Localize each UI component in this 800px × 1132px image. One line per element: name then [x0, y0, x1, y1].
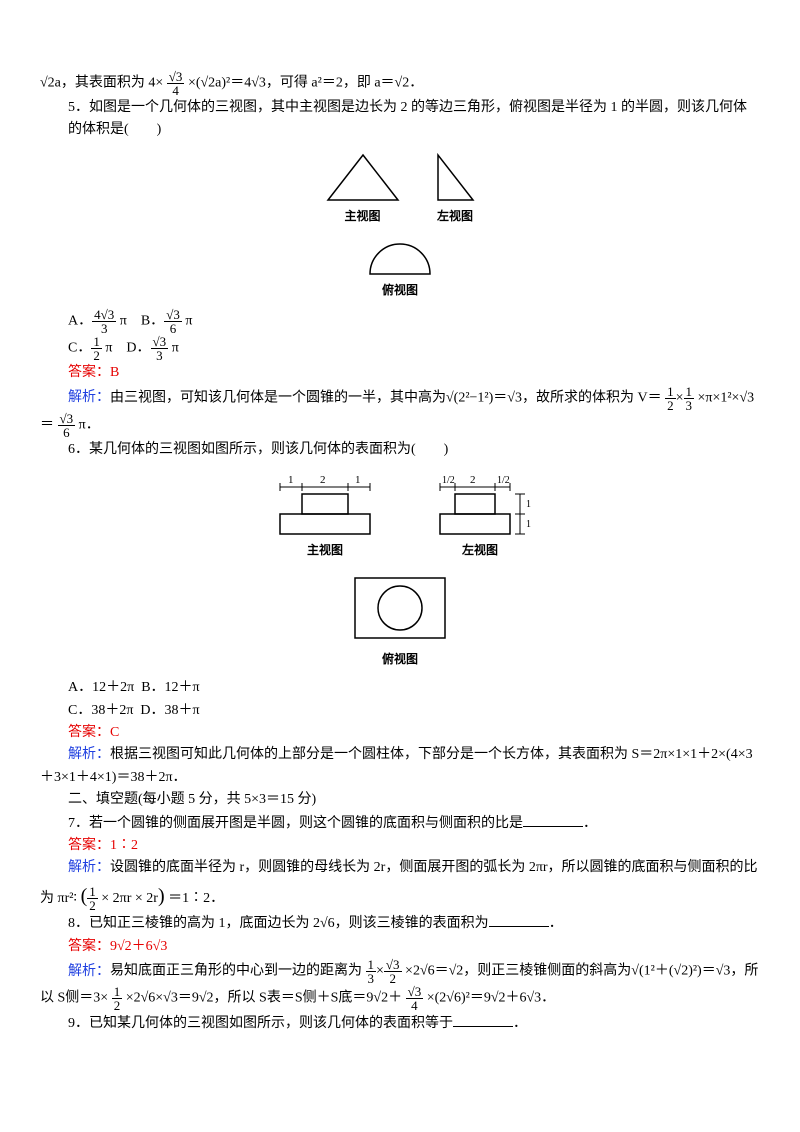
- l0-prefix: √2a，其表面积为 4×: [40, 76, 163, 91]
- front-view-icon: 1 2 1: [260, 469, 390, 539]
- q6-answer: 答案：C: [68, 722, 760, 744]
- q5-opt-row1: A．4√33 π B．√36 π: [68, 308, 760, 335]
- svg-text:1: 1: [355, 474, 361, 486]
- analysis-label: 解析：: [68, 390, 110, 405]
- label-zuoshi2: 左视图: [420, 541, 540, 560]
- q5-analysis-body: 由三视图，可知该几何体是一个圆锥的一半，其中高为√(2²−1²)＝√3，故所求的…: [110, 390, 662, 405]
- q5-zhushi: 主视图: [323, 150, 403, 226]
- svg-text:2: 2: [470, 474, 476, 486]
- q5-diagrams-top: 主视图 左视图: [40, 150, 760, 226]
- q6-fushi: 俯视图: [345, 568, 455, 669]
- svg-text:1/2: 1/2: [442, 475, 455, 486]
- q8-answer: 答案：9√2＋6√3: [68, 936, 760, 958]
- label-fushi: 俯视图: [360, 281, 440, 300]
- svg-text:1: 1: [526, 499, 531, 510]
- label-zhushi: 主视图: [323, 207, 403, 226]
- right-triangle-icon: [433, 150, 478, 205]
- q5-diagrams-bottom: 俯视图: [40, 234, 760, 300]
- svg-text:1: 1: [526, 519, 531, 530]
- label-zhushi2: 主视图: [260, 541, 390, 560]
- q5-analysis: 解析：由三视图，可知该几何体是一个圆锥的一半，其中高为√(2²−1²)＝√3，故…: [40, 385, 760, 439]
- l0-suffix: ×(√2a)²＝4√3，可得 a²＝2，即 a＝√2．: [188, 76, 423, 91]
- q5-zuoshi: 左视图: [433, 150, 478, 226]
- q7-text: 7．若一个圆锥的侧面展开图是半圆，则这个圆锥的底面积与侧面积的比是．: [68, 812, 760, 835]
- semicircle-icon: [360, 234, 440, 279]
- q8-analysis: 解析：易知底面正三角形的中心到一边的距离为 13×√32 ×2√6＝√2，则正三…: [40, 958, 760, 1012]
- q8-text: 8．已知正三棱锥的高为 1，底面边长为 2√6，则该三棱锥的表面积为．: [68, 912, 760, 935]
- l0-frac: √34: [167, 70, 185, 97]
- q6-opt-row1: A．12＋2π B．12＋π: [68, 677, 760, 699]
- q5-fushi: 俯视图: [360, 234, 440, 300]
- section2: 二、填空题(每小题 5 分，共 5×3＝15 分): [68, 789, 760, 811]
- top-view-icon: [345, 568, 455, 648]
- svg-text:2: 2: [320, 474, 326, 486]
- side-view-icon: 1/2 2 1/2 1 1: [420, 469, 540, 539]
- q6-analysis: 解析：根据三视图可知此几何体的上部分是一个圆柱体，下部分是一个长方体，其表面积为…: [40, 744, 760, 789]
- q6-diagrams-bottom: 俯视图: [40, 568, 760, 669]
- blank-q9: [453, 1012, 513, 1027]
- q6-diagrams-top: 1 2 1 主视图 1/2 2 1/2 1 1 左视图: [40, 469, 760, 560]
- q7-answer: 答案：1∶2: [68, 835, 760, 857]
- q5-answer: 答案：B: [68, 362, 760, 384]
- q6-text: 6．某几何体的三视图如图所示，则该几何体的表面积为( ): [68, 439, 760, 461]
- triangle-icon: [323, 150, 403, 205]
- q5-text: 5．如图是一个几何体的三视图，其中主视图是边长为 2 的等边三角形，俯视图是半径…: [68, 97, 760, 142]
- q5-opt-row2: C．12 π D．√33 π: [68, 335, 760, 362]
- line0: √2a，其表面积为 4× √34 ×(√2a)²＝4√3，可得 a²＝2，即 a…: [40, 70, 760, 97]
- svg-text:1/2: 1/2: [497, 475, 510, 486]
- svg-text:1: 1: [288, 474, 294, 486]
- q7-analysis: 解析：设圆锥的底面半径为 r，则圆锥的母线长为 2r，侧面展开图的弧长为 2πr…: [40, 857, 760, 912]
- q6-zuoshi: 1/2 2 1/2 1 1 左视图: [420, 469, 540, 560]
- label-zuoshi: 左视图: [433, 207, 478, 226]
- q6-opt-row2: C．38＋2π D．38＋π: [68, 700, 760, 722]
- q6-zhushi: 1 2 1 主视图: [260, 469, 390, 560]
- blank-q7: [523, 812, 583, 827]
- q9-text: 9．已知某几何体的三视图如图所示，则该几何体的表面积等于．: [68, 1012, 760, 1035]
- label-fushi2: 俯视图: [345, 650, 455, 669]
- blank-q8: [489, 912, 549, 927]
